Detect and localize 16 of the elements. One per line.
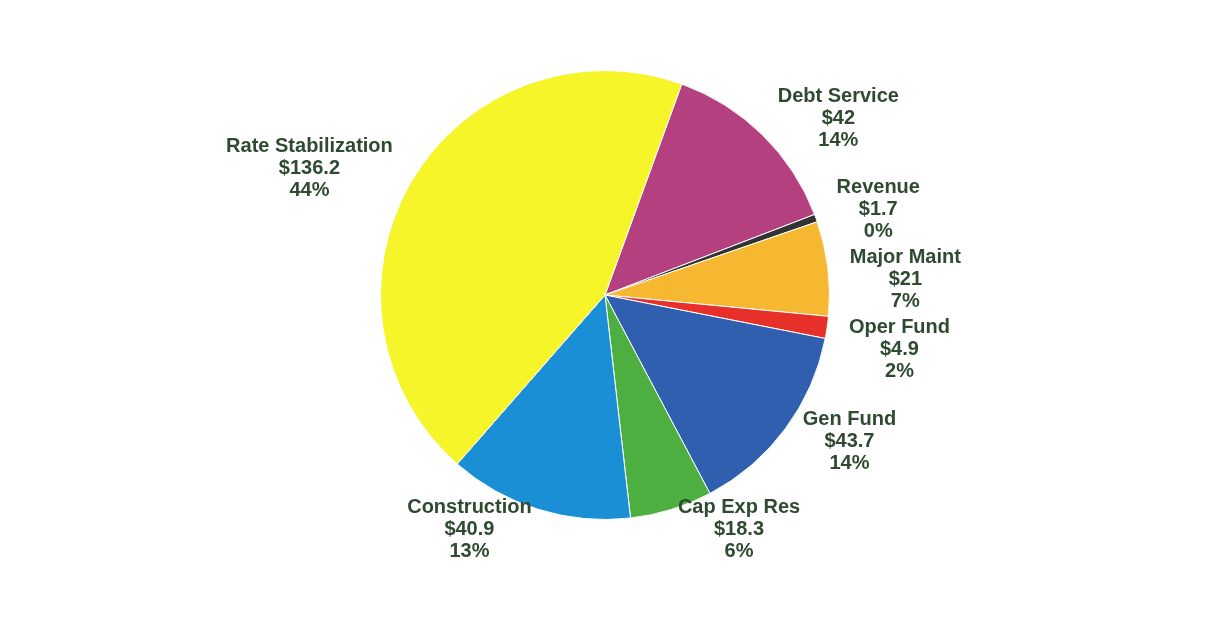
slice-label: Major Maint — [849, 245, 962, 268]
data-label: $21 7% — [888, 267, 923, 312]
slice-label: Rate Stabilization — [226, 134, 393, 157]
slice-label: Debt Service — [777, 83, 899, 106]
data-label: $43.7 14% — [824, 428, 875, 473]
slice-label: Oper Fund — [848, 315, 951, 338]
data-label: $18.3 6% — [714, 516, 765, 561]
data-label: $40.9 13% — [444, 516, 495, 561]
slice-label: Construction — [407, 494, 532, 517]
data-label: $1.7 0% — [858, 197, 898, 242]
data-label: $136.2 44% — [278, 156, 341, 201]
slice-label: Cap Exp Res — [677, 494, 801, 517]
slice-label: Revenue — [836, 175, 920, 198]
slice-label: Gen Fund — [802, 406, 897, 429]
data-label: $42 14% — [818, 105, 859, 150]
data-label: $4.9 2% — [880, 337, 919, 382]
